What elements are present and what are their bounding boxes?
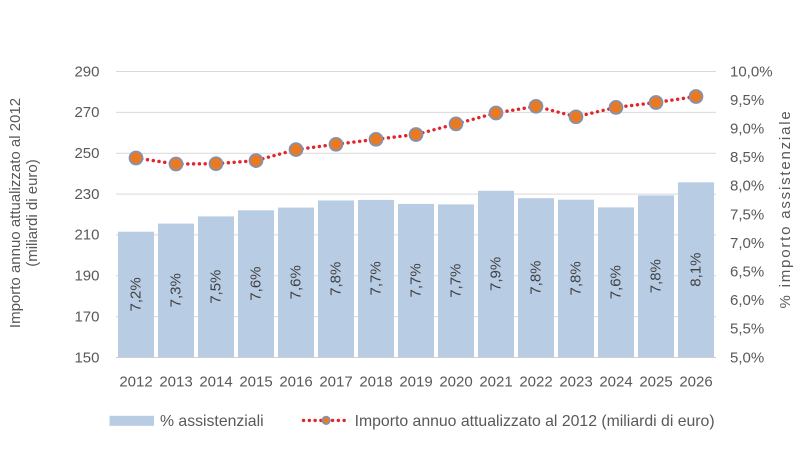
svg-text:7,7%: 7,7% (408, 263, 425, 297)
svg-text:7,2%: 7,2% (128, 277, 145, 311)
svg-text:170: 170 (74, 308, 99, 325)
svg-text:7,9%: 7,9% (488, 257, 505, 291)
svg-text:9,0%: 9,0% (730, 121, 764, 138)
svg-text:(miliardi di euro): (miliardi di euro) (24, 159, 41, 267)
svg-text:7,3%: 7,3% (168, 273, 185, 307)
svg-text:5,0%: 5,0% (730, 349, 764, 366)
svg-text:2025: 2025 (639, 373, 672, 390)
svg-text:290: 290 (74, 63, 99, 80)
svg-text:2026: 2026 (679, 373, 712, 390)
svg-text:7,8%: 7,8% (328, 262, 345, 296)
svg-text:7,8%: 7,8% (568, 261, 585, 295)
svg-text:6,0%: 6,0% (730, 292, 764, 309)
svg-text:7,5%: 7,5% (730, 206, 764, 223)
svg-text:2018: 2018 (359, 373, 392, 390)
svg-text:Importo annuo attualizzato al: Importo annuo attualizzato al 2012 (mili… (355, 413, 715, 430)
svg-text:2013: 2013 (159, 373, 192, 390)
svg-text:190: 190 (74, 268, 99, 285)
svg-text:6,5%: 6,5% (730, 264, 764, 281)
svg-text:210: 210 (74, 227, 99, 244)
svg-text:2023: 2023 (559, 373, 592, 390)
svg-text:2015: 2015 (239, 373, 272, 390)
svg-text:7,8%: 7,8% (648, 259, 665, 293)
svg-text:2024: 2024 (599, 373, 632, 390)
svg-text:2014: 2014 (199, 373, 232, 390)
svg-text:150: 150 (74, 349, 99, 366)
svg-text:8,1%: 8,1% (688, 252, 705, 286)
svg-text:% assistenziali: % assistenziali (160, 413, 264, 430)
svg-text:230: 230 (74, 186, 99, 203)
svg-text:2017: 2017 (319, 373, 352, 390)
svg-text:% importo assistenziale: % importo assistenziale (777, 110, 794, 309)
svg-text:5,5%: 5,5% (730, 321, 764, 338)
svg-text:2021: 2021 (479, 373, 512, 390)
svg-text:7,6%: 7,6% (248, 266, 265, 300)
svg-text:8,5%: 8,5% (730, 149, 764, 166)
svg-text:2012: 2012 (119, 373, 152, 390)
svg-text:7,5%: 7,5% (208, 270, 225, 304)
svg-text:270: 270 (74, 104, 99, 121)
svg-text:10,0%: 10,0% (730, 63, 773, 80)
svg-text:7,0%: 7,0% (730, 235, 764, 252)
svg-text:7,6%: 7,6% (288, 265, 305, 299)
svg-text:7,8%: 7,8% (528, 260, 545, 294)
svg-text:2019: 2019 (399, 373, 432, 390)
svg-text:7,6%: 7,6% (608, 265, 625, 299)
svg-text:7,7%: 7,7% (448, 264, 465, 298)
svg-text:2016: 2016 (279, 373, 312, 390)
svg-text:2020: 2020 (439, 373, 472, 390)
svg-text:2022: 2022 (519, 373, 552, 390)
svg-text:8,0%: 8,0% (730, 178, 764, 195)
svg-text:250: 250 (74, 145, 99, 162)
svg-text:7,7%: 7,7% (368, 261, 385, 295)
svg-text:9,5%: 9,5% (730, 92, 764, 109)
svg-text:Importo annuo attualizzato al: Importo annuo attualizzato al 2012 (7, 98, 24, 328)
